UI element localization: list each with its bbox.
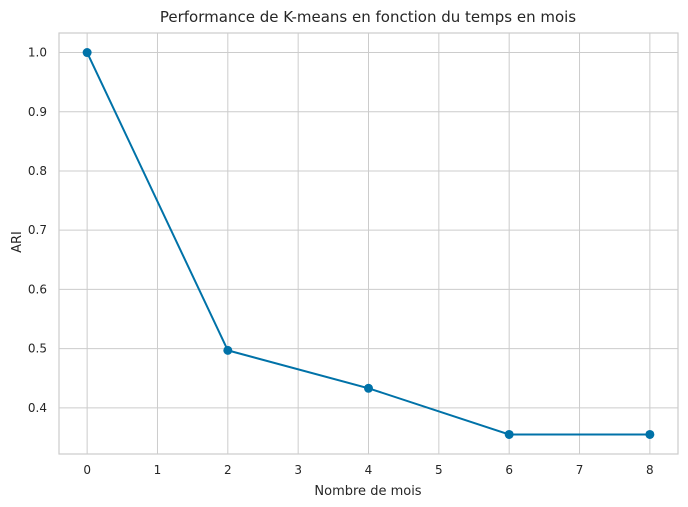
x-tick-label: 2: [224, 463, 232, 477]
x-tick-label: 5: [435, 463, 443, 477]
y-axis-ticks: 0.4 0.5 0.6 0.7 0.8 0.9 1.0: [28, 46, 47, 415]
plot-frame: [58, 32, 679, 455]
data-point: [504, 429, 514, 439]
data-point: [364, 383, 373, 393]
y-tick-label: 0.7: [28, 223, 47, 237]
y-tick-label: 0.5: [28, 342, 47, 356]
x-tick-label: 8: [646, 463, 654, 477]
x-axis-label: Nombre de mois: [314, 484, 421, 499]
x-tick-label: 3: [294, 463, 302, 477]
x-tick-label: 7: [576, 463, 584, 477]
x-tick-label: 6: [505, 463, 513, 477]
y-tick-label: 0.6: [28, 282, 47, 296]
x-tick-label: 4: [365, 463, 373, 477]
chart-title: Performance de K-means en fonction du te…: [160, 8, 576, 26]
y-tick-label: 1.0: [28, 46, 47, 60]
data-point: [223, 345, 233, 355]
y-tick-label: 0.4: [28, 401, 47, 415]
series-group: [82, 48, 655, 439]
y-tick-label: 0.9: [28, 105, 47, 119]
x-axis-ticks: 0 1 2 3 4 5 6 7 8: [83, 463, 653, 477]
data-point: [82, 48, 92, 58]
x-tick-label: 1: [154, 463, 162, 477]
y-axis-label: ARI: [10, 231, 25, 253]
x-tick-label: 0: [83, 463, 91, 477]
grid-lines: [59, 33, 678, 454]
y-tick-label: 0.8: [28, 164, 47, 178]
data-point: [645, 429, 655, 439]
